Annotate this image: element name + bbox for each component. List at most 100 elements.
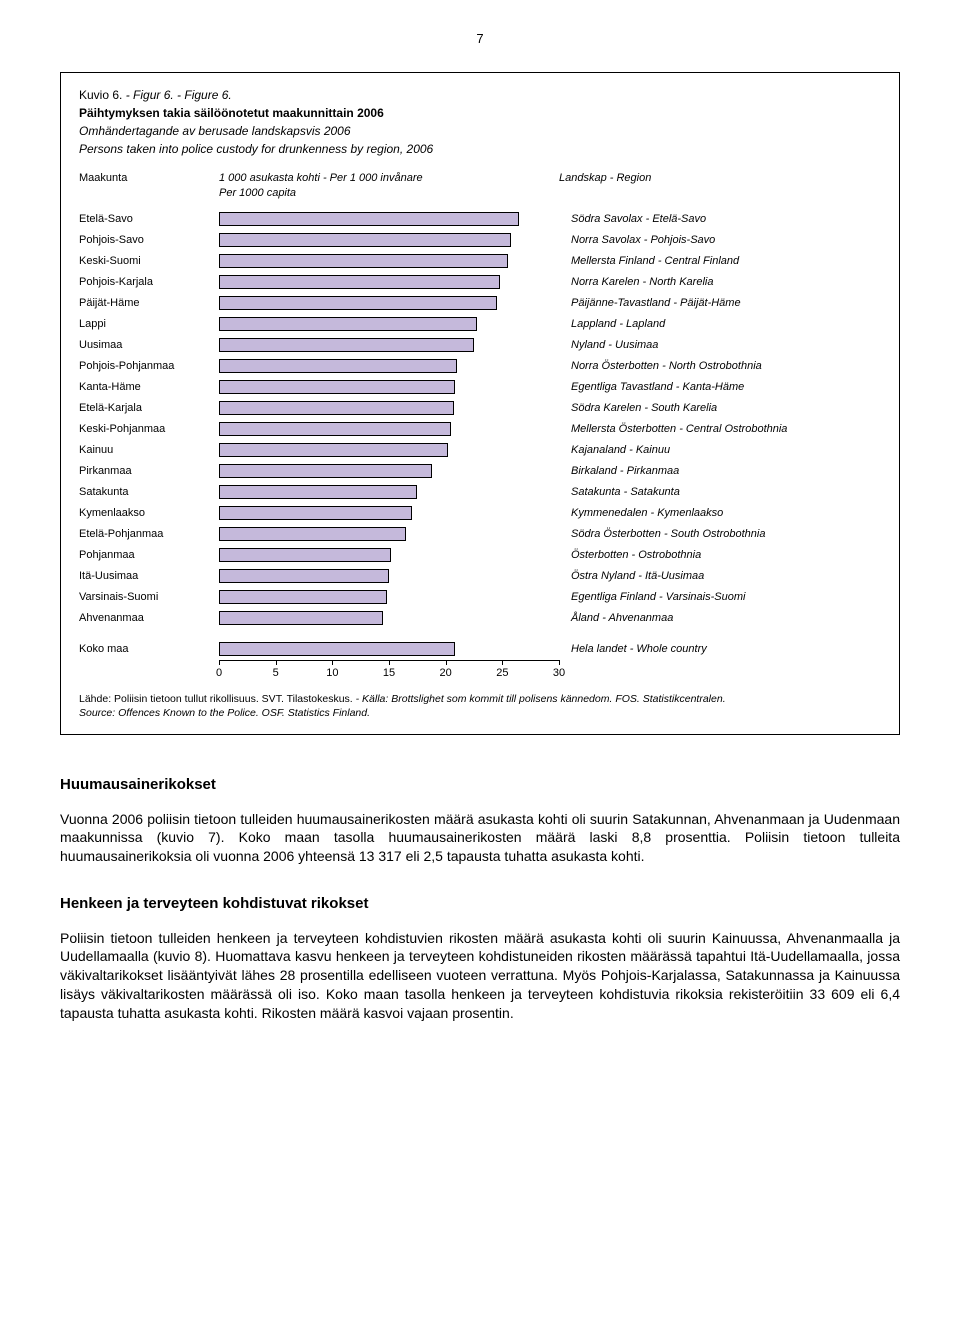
row-right-label: Mellersta Österbotten - Central Ostrobot… xyxy=(559,422,881,437)
title-fi-text: Päihtymyksen takia säilöönotetut maakunn… xyxy=(79,106,384,120)
bar-row: Keski-Suomi Mellersta Finland - Central F… xyxy=(79,251,881,272)
bar-cell xyxy=(219,209,559,230)
row-left-label: Kanta-Häme xyxy=(79,380,219,395)
bar xyxy=(219,233,511,247)
row-right-label: Österbotten - Ostrobothnia xyxy=(559,548,881,563)
row-right-label: Kajanaland - Kainuu xyxy=(559,443,881,458)
axis-label: 5 xyxy=(273,666,279,681)
bar xyxy=(219,548,391,562)
row-right-label: Södra Karelen - South Karelia xyxy=(559,401,881,416)
row-right-label: Norra Karelen - North Karelia xyxy=(559,275,881,290)
bar-row: UusimaaNyland - Uusimaa xyxy=(79,335,881,356)
caption-fi: Kuvio 6. xyxy=(79,88,122,102)
section2-para: Poliisin tietoon tulleiden henkeen ja te… xyxy=(60,929,900,1023)
row-left-label: Varsinais-Suomi xyxy=(79,590,219,605)
header-mid-line1: 1 000 asukasta kohti - Per 1 000 invånar… xyxy=(219,171,559,186)
bar-row: Pohjois-Pohjanmaa Norra Österbotten - Nor… xyxy=(79,356,881,377)
bar-cell xyxy=(219,545,559,566)
axis-label: 0 xyxy=(216,666,222,681)
figure-title-sv: Omhändertagande av berusade landskapsvis… xyxy=(79,123,881,139)
row-left-label: Pohjois-Pohjanmaa xyxy=(79,359,219,374)
bar-cell xyxy=(219,314,559,335)
axis-tick xyxy=(446,660,447,665)
axis-label: 25 xyxy=(496,666,508,681)
bar xyxy=(219,317,477,331)
row-left-label: Satakunta xyxy=(79,485,219,500)
bar xyxy=(219,611,383,625)
bar-cell xyxy=(219,377,559,398)
row-left-label: Pohjois-Savo xyxy=(79,233,219,248)
bar-row: LappiLappland - Lapland xyxy=(79,314,881,335)
bar-row: Etelä-SavoSödra Savolax - Etelä-Savo xyxy=(79,209,881,230)
bar-cell xyxy=(219,419,559,440)
row-right-label: Mellersta Finland - Central Finland xyxy=(559,254,881,269)
row-right-label: Södra Österbotten - South Ostrobothnia xyxy=(559,527,881,542)
row-left-label: Kymenlaakso xyxy=(79,506,219,521)
row-right-label: Norra Savolax - Pohjois-Savo xyxy=(559,233,881,248)
bar-row: Kanta-HämeEgentliga Tavastland - Kanta-H… xyxy=(79,377,881,398)
row-left-label: Koko maa xyxy=(79,642,219,657)
bar xyxy=(219,569,389,583)
chart-header: Maakunta 1 000 asukasta kohti - Per 1 00… xyxy=(79,171,881,201)
bar-cell xyxy=(219,482,559,503)
section1-heading: Huumausainerikokset xyxy=(60,775,900,795)
section2-heading: Henkeen ja terveyteen kohdistuvat rikoks… xyxy=(60,894,900,914)
caption-en: - Figure 6. xyxy=(174,88,232,102)
bar-cell xyxy=(219,440,559,461)
bar-row: Päijät-Häme Päijänne-Tavastland - Päijät-… xyxy=(79,293,881,314)
bar-cell xyxy=(219,335,559,356)
source-fi: Lähde: Poliisin tietoon tullut rikollisu… xyxy=(79,693,353,705)
row-right-label: Hela landet - Whole country xyxy=(559,642,881,657)
header-mid: 1 000 asukasta kohti - Per 1 000 invånar… xyxy=(219,171,559,201)
total-row-container: Koko maa Hela landet - Whole country xyxy=(79,639,881,660)
bar xyxy=(219,275,500,289)
bar xyxy=(219,590,387,604)
row-right-label: Kymmenedalen - Kymenlaakso xyxy=(559,506,881,521)
row-right-label: Birkaland - Pirkanmaa xyxy=(559,464,881,479)
axis-tick xyxy=(276,660,277,665)
bar-cell xyxy=(219,503,559,524)
bar-row: Kainuu Kajanaland - Kainuu xyxy=(79,440,881,461)
bar xyxy=(219,485,417,499)
row-right-label: Östra Nyland - Itä-Uusimaa xyxy=(559,569,881,584)
bar-cell xyxy=(219,524,559,545)
bar-row: Koko maa Hela landet - Whole country xyxy=(79,639,881,660)
bar xyxy=(219,254,508,268)
bar xyxy=(219,464,432,478)
row-right-label: Norra Österbotten - North Ostrobothnia xyxy=(559,359,881,374)
bar-row: Pirkanmaa Birkaland - Pirkanmaa xyxy=(79,461,881,482)
bar xyxy=(219,527,406,541)
row-left-label: Etelä-Pohjanmaa xyxy=(79,527,219,542)
axis-tick xyxy=(502,660,503,665)
row-left-label: Pohjois-Karjala xyxy=(79,275,219,290)
source-sv: - Källa: Brottslighet som kommit till po… xyxy=(353,693,726,705)
row-left-label: Pohjanmaa xyxy=(79,548,219,563)
bar-cell xyxy=(219,587,559,608)
row-left-label: Keski-Suomi xyxy=(79,254,219,269)
bar-row: Kymenlaakso Kymmenedalen - Kymenlaakso xyxy=(79,503,881,524)
row-left-label: Päijät-Häme xyxy=(79,296,219,311)
bar-row: Keski-PohjanmaaMellersta Österbotten - C… xyxy=(79,419,881,440)
caption-sv: - Figur 6. xyxy=(122,88,173,102)
bar-row: Satakunta Satakunta - Satakunta xyxy=(79,482,881,503)
bar-cell xyxy=(219,608,559,629)
bar-cell xyxy=(219,398,559,419)
row-right-label: Åland - Ahvenanmaa xyxy=(559,611,881,626)
row-right-label: Lappland - Lapland xyxy=(559,317,881,332)
axis-tick xyxy=(332,660,333,665)
row-left-label: Etelä-Savo xyxy=(79,212,219,227)
row-left-label: Kainuu xyxy=(79,443,219,458)
figure-box: Kuvio 6. - Figur 6. - Figure 6. Päihtymy… xyxy=(60,72,900,736)
bar-row: Pohjanmaa Österbotten - Ostrobothnia xyxy=(79,545,881,566)
row-right-label: Päijänne-Tavastland - Päijät-Häme xyxy=(559,296,881,311)
axis-label: 30 xyxy=(553,666,565,681)
bar-cell xyxy=(219,461,559,482)
bar-cell xyxy=(219,566,559,587)
figure-caption: Kuvio 6. - Figur 6. - Figure 6. xyxy=(79,87,881,103)
bars-container: Etelä-SavoSödra Savolax - Etelä-Savo Pohj… xyxy=(79,209,881,629)
bar xyxy=(219,422,451,436)
bar xyxy=(219,401,454,415)
axis-tick xyxy=(559,660,560,665)
row-right-label: Satakunta - Satakunta xyxy=(559,485,881,500)
row-left-label: Pirkanmaa xyxy=(79,464,219,479)
